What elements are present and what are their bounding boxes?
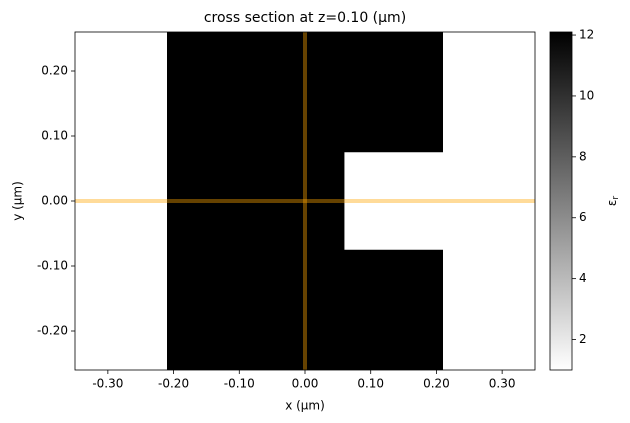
x-tick-label: -0.10 bbox=[224, 377, 255, 391]
colorbar-label: εr bbox=[605, 196, 621, 207]
y-tick-label: -0.10 bbox=[37, 259, 68, 273]
x-axis-label: x (µm) bbox=[285, 399, 325, 413]
y-tick-label: 0.20 bbox=[41, 64, 68, 78]
colorbar-tick-label: 12 bbox=[579, 28, 594, 42]
y-tick-label: 0.10 bbox=[41, 129, 68, 143]
y-tick-label: -0.20 bbox=[37, 324, 68, 338]
x-tick-label: 0.30 bbox=[489, 377, 516, 391]
colorbar-tick-label: 6 bbox=[579, 210, 587, 224]
x-tick-label: -0.20 bbox=[158, 377, 189, 391]
colorbar-tick-label: 2 bbox=[579, 332, 587, 346]
colorbar-tick-label: 4 bbox=[579, 271, 587, 285]
colorbar bbox=[549, 31, 573, 371]
colorbar-subscript: r bbox=[611, 196, 621, 200]
x-tick-label: 0.10 bbox=[357, 377, 384, 391]
colorbar-tick-label: 8 bbox=[579, 149, 587, 163]
x-tick-label: -0.30 bbox=[92, 377, 123, 391]
colorbar-tick-label: 10 bbox=[579, 88, 594, 102]
x-tick-label: 0.20 bbox=[423, 377, 450, 391]
y-axis-label: y (µm) bbox=[11, 181, 25, 221]
colorbar-symbol: ε bbox=[605, 200, 619, 207]
y-tick-label: 0.00 bbox=[41, 194, 68, 208]
chart-title: cross section at z=0.10 (µm) bbox=[204, 10, 406, 26]
region bbox=[344, 152, 443, 250]
x-tick-label: 0.00 bbox=[292, 377, 319, 391]
